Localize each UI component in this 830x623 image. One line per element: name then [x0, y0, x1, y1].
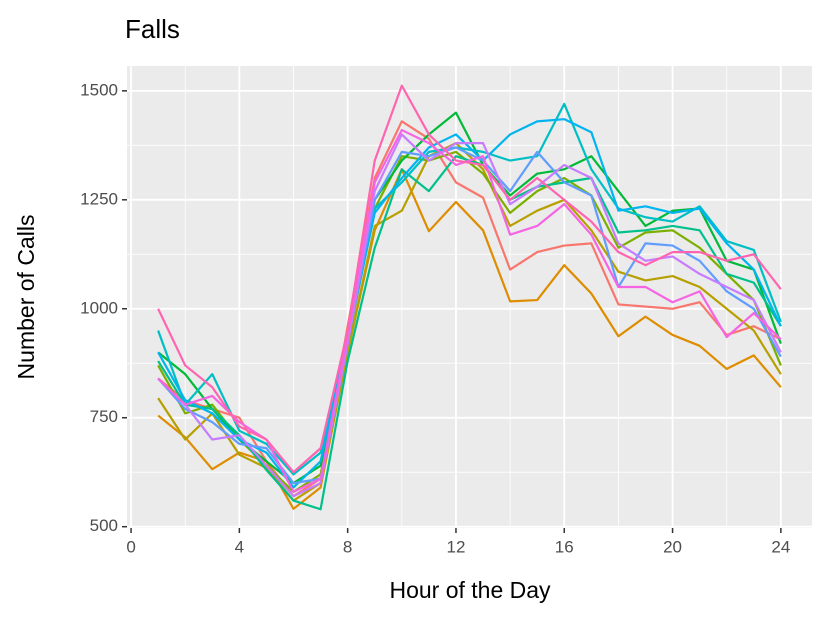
chart-title: Falls	[125, 14, 180, 44]
axes: 0 4 8 12 16 20 24 500 750 1000 1250 1500	[80, 80, 790, 556]
y-tick-label: 750	[90, 407, 118, 426]
x-tick-label: 20	[663, 537, 682, 556]
y-tick-label: 1250	[80, 189, 118, 208]
x-tick-label: 12	[447, 537, 466, 556]
lines	[157, 84, 782, 511]
x-tick-label: 8	[343, 537, 352, 556]
x-tick-label: 0	[126, 537, 135, 556]
y-tick-label: 500	[90, 516, 118, 535]
x-axis-title: Hour of the Day	[389, 577, 551, 603]
x-tick-label: 4	[235, 537, 244, 556]
series-line	[157, 111, 782, 485]
series-line	[157, 146, 782, 485]
y-tick-label: 1000	[80, 298, 118, 317]
y-axis-title: Number of Calls	[13, 215, 39, 380]
series-line	[157, 118, 782, 489]
x-tick-label: 16	[555, 537, 574, 556]
series-line	[157, 102, 782, 476]
x-tick-label: 24	[771, 537, 790, 556]
series-line	[157, 133, 782, 498]
series-line	[157, 84, 782, 474]
y-tick-label: 1500	[80, 80, 118, 99]
series-line	[157, 120, 782, 498]
grid	[127, 66, 812, 528]
